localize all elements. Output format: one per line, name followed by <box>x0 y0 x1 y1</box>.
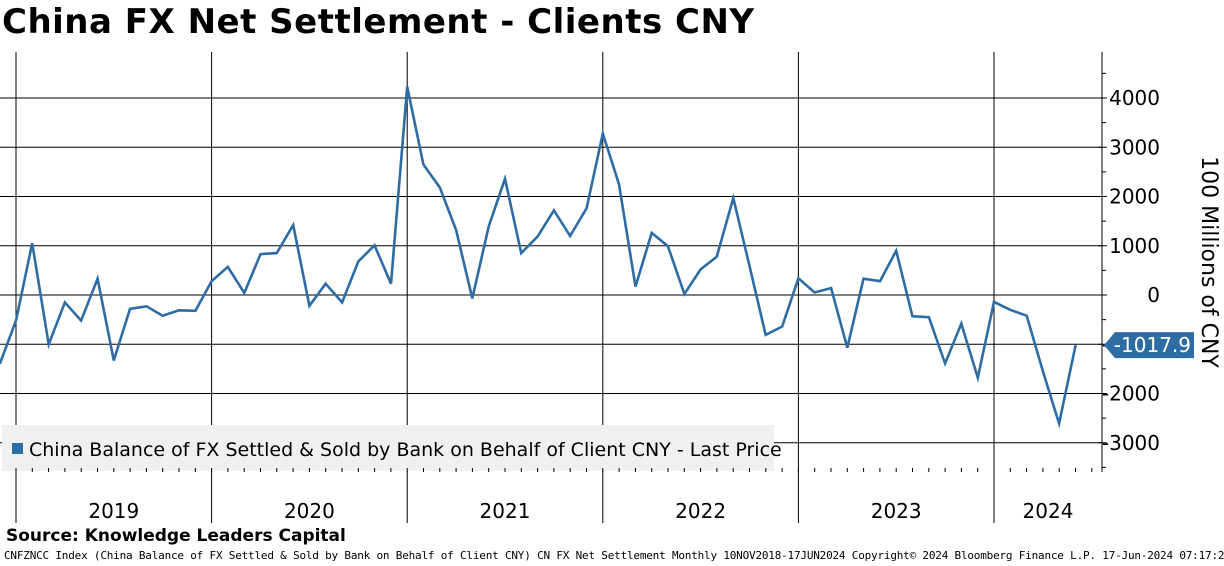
y-tick-label: 1000 <box>1109 234 1160 258</box>
axis-layer: -3000-2000-10000100020003000400020192020… <box>15 52 1194 523</box>
y-axis-label: 100 Millions of CNY <box>1196 156 1221 368</box>
series-layer <box>0 86 1077 429</box>
year-label: 2021 <box>480 499 531 523</box>
legend-layer: China Balance of FX Settled & Sold by Ba… <box>2 425 782 471</box>
chart-title: China FX Net Settlement - Clients CNY <box>2 2 755 42</box>
y-tick-label: 4000 <box>1109 86 1160 110</box>
y-tick-label: -2000 <box>1102 382 1160 406</box>
y-tick-label: 2000 <box>1109 185 1160 209</box>
last-value-tag <box>1104 332 1194 359</box>
y-tick-label: 3000 <box>1109 135 1160 159</box>
legend-label: China Balance of FX Settled & Sold by Ba… <box>29 439 782 461</box>
source-note: Source: Knowledge Leaders Capital <box>6 526 346 546</box>
year-label: 2024 <box>1023 499 1074 523</box>
legend-swatch <box>12 443 23 454</box>
year-label: 2019 <box>88 499 139 523</box>
y-tick-label: 0 <box>1147 283 1160 307</box>
last-value-label: -1017.9 <box>1114 333 1191 357</box>
legend-box <box>2 425 774 471</box>
series-line <box>0 86 1077 429</box>
year-label: 2020 <box>284 499 335 523</box>
y-tick-label: -3000 <box>1102 431 1160 455</box>
year-label: 2023 <box>871 499 922 523</box>
year-label: 2022 <box>675 499 726 523</box>
footer-info: CNFZNCC Index (China Balance of FX Settl… <box>4 549 1224 562</box>
